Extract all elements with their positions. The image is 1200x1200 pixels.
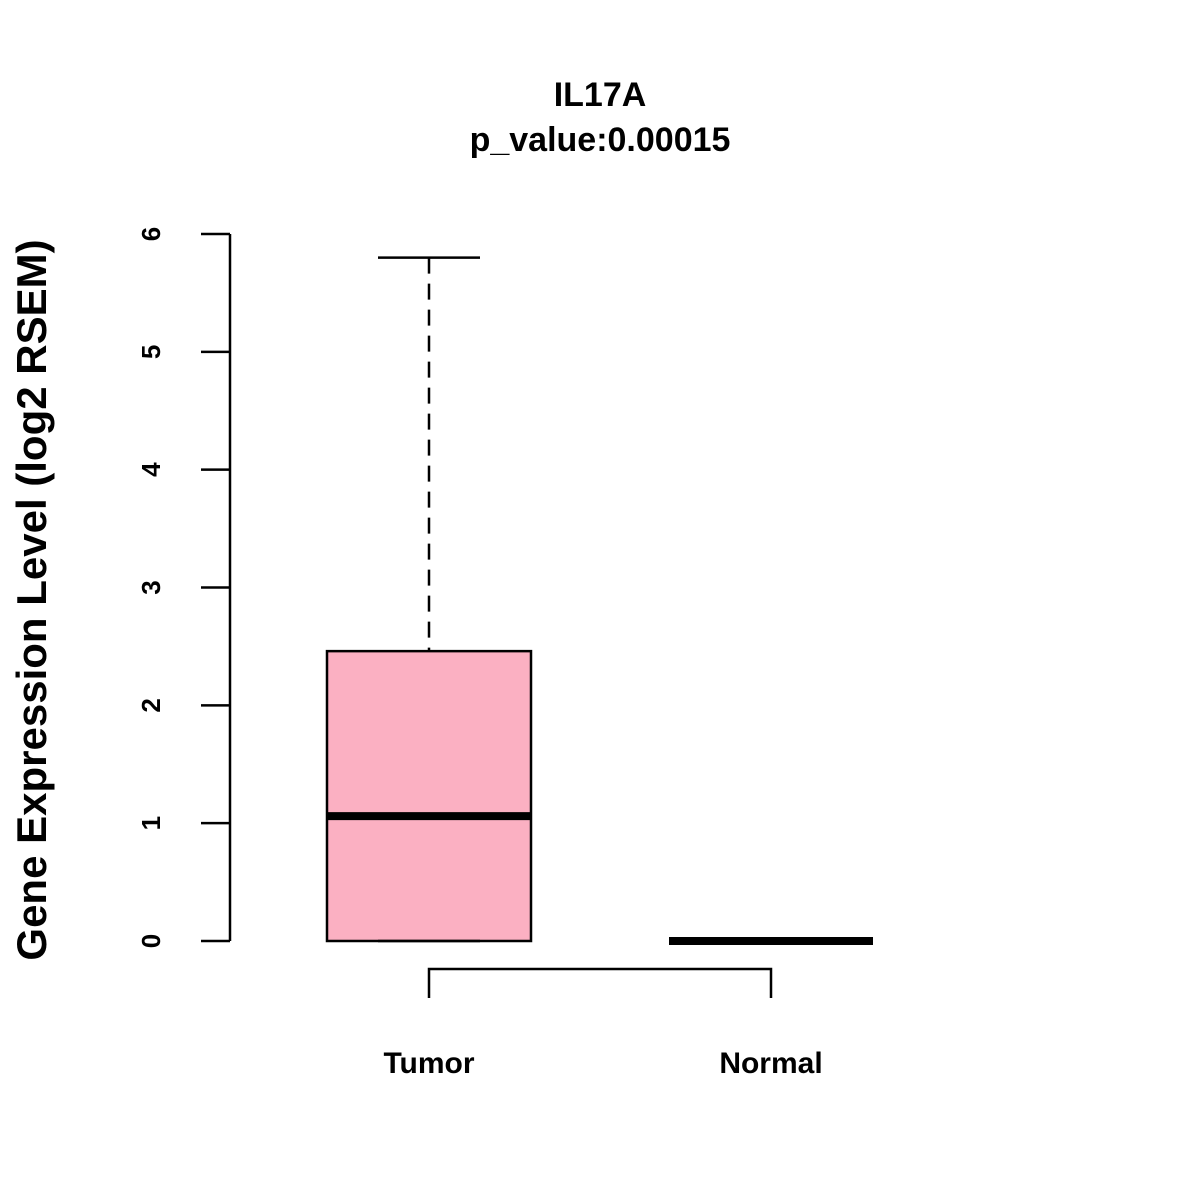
y-tick-label: 5 (136, 345, 166, 359)
y-tick-label: 1 (136, 816, 166, 830)
chart-title: IL17A (554, 76, 647, 114)
y-tick-label: 2 (136, 698, 166, 712)
y-axis: 0 1 2 3 4 5 6 (136, 227, 232, 948)
x-tick-label: Tumor (383, 1047, 474, 1080)
y-tick-label: 0 (136, 934, 166, 948)
y-tick-label: 3 (136, 580, 166, 594)
box-tumor (325, 256, 533, 943)
x-axis-labels: Tumor Normal (383, 1047, 822, 1080)
boxes (325, 256, 873, 998)
y-tick-label: 4 (136, 462, 166, 477)
box-rect (325, 649, 533, 943)
chart-subtitle: p_value:0.00015 (470, 121, 731, 159)
y-tick-label: 6 (136, 227, 166, 241)
y-axis-label: Gene Expression Level (log2 RSEM) (8, 239, 55, 960)
x-tick-label: Normal (719, 1047, 822, 1080)
comparison-bracket (427, 967, 773, 998)
